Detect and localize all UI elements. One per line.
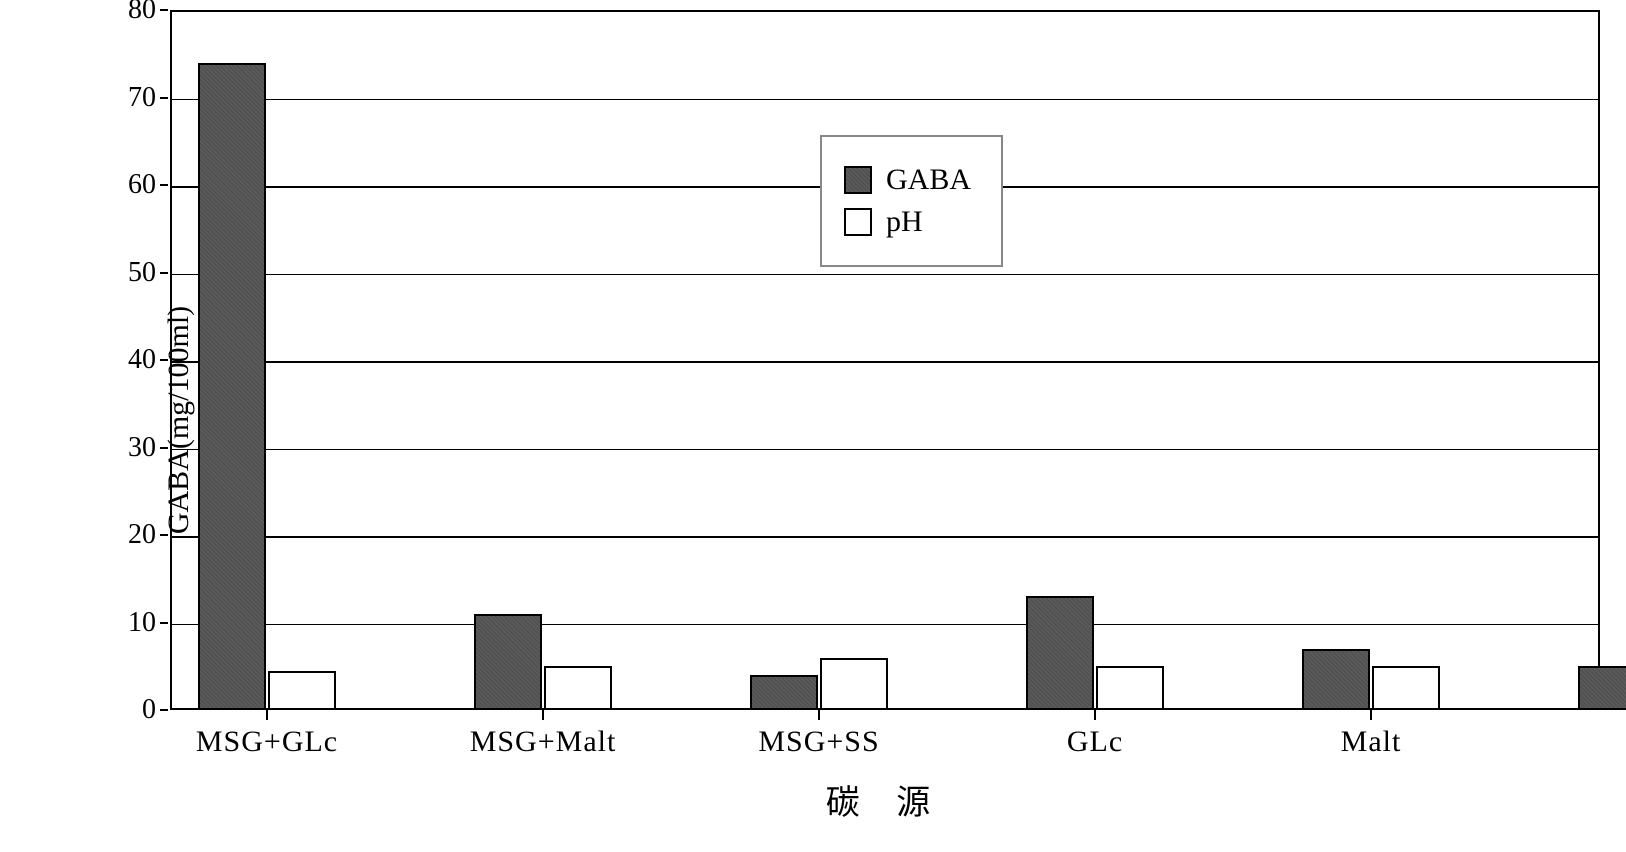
x-tick-label: Malt xyxy=(1341,725,1402,759)
y-tick-label: 80 xyxy=(116,0,156,26)
y-tick-label: 20 xyxy=(116,519,156,551)
y-tick-label: 0 xyxy=(116,694,156,726)
y-axis-ticks: 01020304050607080 xyxy=(118,10,168,710)
bar-ph xyxy=(1372,666,1440,710)
bar-ph xyxy=(1096,666,1164,710)
legend-swatch-gaba xyxy=(844,166,872,194)
legend-label-gaba: GABA xyxy=(886,163,971,197)
x-tick-label: MSG+Malt xyxy=(470,725,617,759)
bar-ph xyxy=(268,671,336,710)
y-tick-label: 60 xyxy=(116,169,156,201)
y-tick-label: 10 xyxy=(116,607,156,639)
legend-swatch-ph xyxy=(844,208,872,236)
bar-ph xyxy=(544,666,612,710)
legend-label-ph: pH xyxy=(886,205,923,239)
bar-gaba xyxy=(1302,649,1370,710)
x-tick-label: GLc xyxy=(1067,725,1123,759)
bar-gaba xyxy=(1578,666,1626,710)
x-tick-label: MSG+GLc xyxy=(196,725,338,759)
legend-item-ph: pH xyxy=(844,205,971,239)
x-axis-label: 碳 源 xyxy=(170,775,1600,824)
y-tick-label: 70 xyxy=(116,82,156,114)
bars-layer xyxy=(170,10,1600,710)
legend: GABA pH xyxy=(820,135,1003,267)
y-tick-label: 40 xyxy=(116,344,156,376)
legend-item-gaba: GABA xyxy=(844,163,971,197)
x-tick-label: MSG+SS xyxy=(758,725,879,759)
bar-gaba xyxy=(1026,596,1094,710)
bar-gaba xyxy=(750,675,818,710)
bar-gaba xyxy=(198,63,266,711)
bar-ph xyxy=(820,658,888,711)
x-axis-labels: MSG+GLcMSG+MaltMSG+SSGLcMaltSSreference xyxy=(170,725,1600,775)
y-tick-label: 50 xyxy=(116,257,156,289)
bar-gaba xyxy=(474,614,542,710)
chart-container: GABA(mg/100ml) 01020304050607080 MSG+GLc… xyxy=(60,10,1600,830)
y-tick-label: 30 xyxy=(116,432,156,464)
